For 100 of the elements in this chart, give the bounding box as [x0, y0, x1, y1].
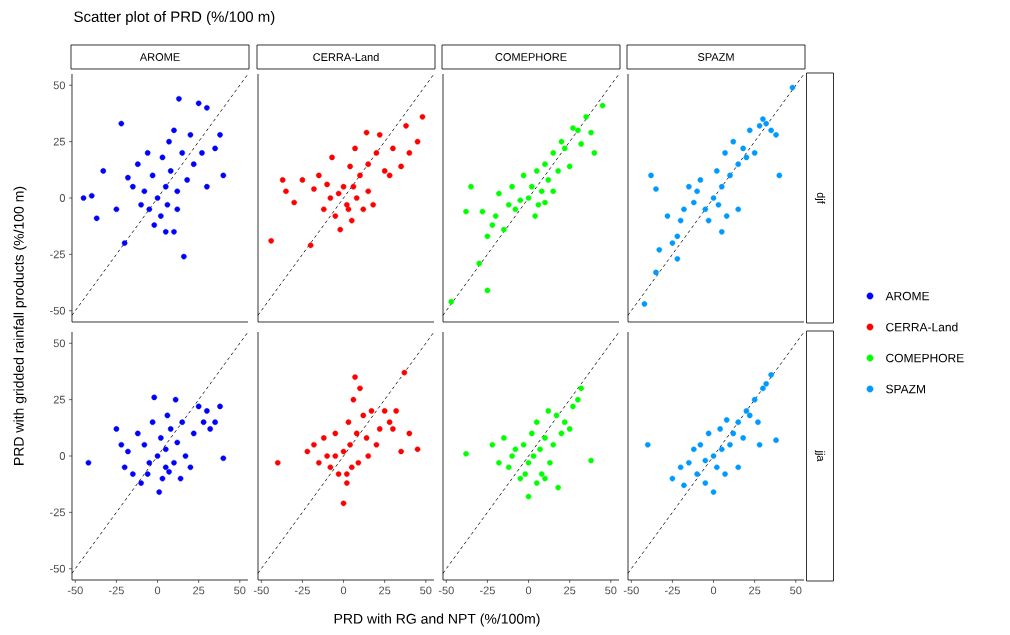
point — [144, 471, 151, 477]
point — [321, 435, 327, 441]
point — [398, 448, 404, 455]
point — [509, 183, 515, 190]
point — [533, 419, 540, 425]
point — [751, 150, 758, 156]
point — [714, 464, 720, 471]
x-tick-label: -50 — [67, 586, 83, 595]
point — [344, 201, 350, 208]
y-tick-label: 0 — [59, 194, 66, 202]
point — [718, 183, 725, 190]
point — [166, 468, 172, 475]
point — [773, 437, 779, 444]
point — [702, 480, 709, 486]
point — [599, 102, 606, 109]
point — [154, 195, 161, 201]
point — [578, 385, 584, 392]
x-tick-label: 0 — [710, 586, 717, 595]
point — [484, 287, 491, 294]
point — [327, 464, 334, 471]
point — [648, 172, 654, 179]
point — [304, 448, 311, 455]
point — [335, 471, 342, 477]
point — [167, 426, 174, 432]
point — [525, 459, 532, 466]
x-tick-label: -50 — [623, 586, 639, 595]
point — [789, 84, 796, 91]
point — [200, 419, 207, 425]
point — [345, 206, 352, 213]
point — [509, 453, 515, 459]
point — [390, 145, 396, 152]
point — [674, 233, 681, 240]
point — [352, 145, 358, 152]
point — [187, 464, 194, 471]
point — [561, 419, 568, 425]
point — [538, 188, 545, 195]
point — [212, 145, 218, 152]
point — [85, 459, 92, 466]
point — [686, 183, 692, 190]
point — [130, 471, 136, 477]
point — [575, 396, 581, 403]
point — [776, 172, 783, 179]
point — [555, 168, 561, 174]
point — [311, 441, 317, 448]
point — [669, 475, 676, 482]
point — [158, 435, 164, 441]
point — [566, 426, 573, 432]
text: PRD with gridded rainfall products (%/100 m) — [13, 186, 27, 465]
point — [348, 464, 355, 471]
point — [159, 475, 166, 482]
point — [138, 480, 144, 486]
point — [357, 172, 363, 179]
point — [316, 172, 322, 179]
point — [746, 127, 753, 134]
point — [743, 154, 750, 161]
point — [746, 412, 753, 419]
point — [381, 168, 388, 174]
point — [517, 475, 524, 482]
point — [533, 480, 540, 486]
point — [735, 464, 742, 471]
point — [100, 168, 107, 174]
point — [353, 430, 360, 437]
point — [664, 213, 671, 219]
point — [496, 459, 502, 466]
point — [705, 217, 712, 224]
point — [763, 381, 769, 387]
point — [718, 229, 725, 235]
point — [535, 201, 542, 208]
point — [138, 201, 144, 208]
point — [344, 480, 350, 486]
point — [345, 419, 352, 425]
point — [570, 125, 576, 131]
point — [727, 172, 733, 179]
point — [164, 412, 171, 419]
point — [489, 222, 496, 228]
point — [547, 459, 553, 466]
point — [530, 453, 537, 459]
x-tick-label: -25 — [664, 586, 680, 595]
point — [653, 186, 659, 192]
point — [545, 408, 552, 414]
point — [419, 114, 426, 120]
point — [360, 412, 367, 419]
point — [174, 206, 181, 213]
point — [220, 172, 227, 179]
point — [722, 150, 728, 156]
point — [347, 441, 353, 448]
point — [344, 471, 350, 477]
point — [158, 213, 164, 219]
x-tick-label: 0 — [340, 586, 347, 595]
point — [553, 412, 560, 419]
point — [274, 459, 281, 466]
point — [555, 484, 561, 491]
point — [677, 464, 684, 471]
point — [656, 247, 663, 253]
point — [588, 129, 594, 136]
text: PRD with RG and NPT (%/100m) — [334, 613, 540, 627]
y-tick-label: -50 — [50, 564, 66, 573]
point — [118, 441, 125, 448]
point — [681, 206, 687, 213]
point — [204, 408, 210, 414]
